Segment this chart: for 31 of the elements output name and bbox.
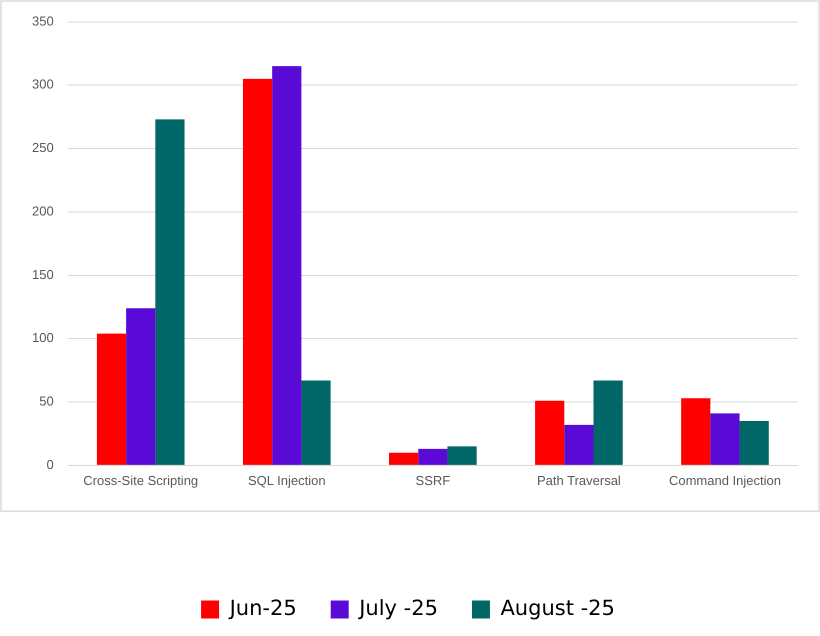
legend-label: July -25 xyxy=(357,596,438,620)
x-tick-label: SSRF xyxy=(416,472,450,488)
bar xyxy=(740,421,769,465)
y-tick-label: 0 xyxy=(46,456,54,472)
legend-label: August -25 xyxy=(500,596,615,620)
y-tick-label: 150 xyxy=(32,266,54,282)
x-tick-label: SQL Injection xyxy=(248,472,326,488)
y-tick-label: 50 xyxy=(39,394,54,409)
y-tick-label: 100 xyxy=(32,330,54,346)
x-tick-label: Cross-Site Scripting xyxy=(83,472,198,488)
x-tick-label: Path Traversal xyxy=(536,472,621,488)
x-tick-label: Command Injection xyxy=(668,472,781,488)
bar xyxy=(126,308,156,465)
y-tick-label: 350 xyxy=(32,13,54,28)
y-tick-label: 250 xyxy=(32,140,54,156)
bar xyxy=(96,334,126,465)
bar xyxy=(272,66,302,465)
bar xyxy=(301,380,331,465)
bar xyxy=(564,424,594,465)
bar xyxy=(710,413,740,465)
legend-label: Jun-25 xyxy=(228,596,297,620)
bar xyxy=(535,400,564,465)
bar xyxy=(681,398,710,465)
bar xyxy=(242,78,272,465)
y-tick-label: 200 xyxy=(32,203,54,218)
bar xyxy=(594,380,623,465)
bar xyxy=(418,448,448,465)
y-tick-label: 300 xyxy=(32,76,54,92)
bar xyxy=(155,119,185,465)
bar xyxy=(447,446,477,465)
bar xyxy=(389,452,418,465)
